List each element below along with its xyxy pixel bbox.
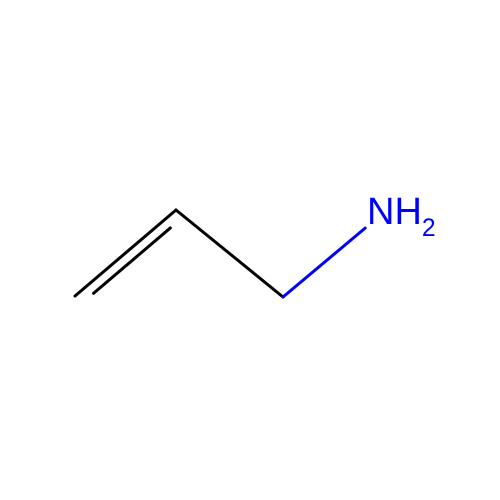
bond-c2-c3 bbox=[176, 210, 283, 297]
atom-label-nh2: NH2 bbox=[367, 193, 436, 238]
bond-c1-c2-b bbox=[94, 228, 171, 293]
atom-label-nh2-main: NH bbox=[367, 191, 422, 233]
bond-layer bbox=[0, 0, 500, 500]
molecule-canvas: NH2 bbox=[0, 0, 500, 500]
bond-c1-c2-a bbox=[75, 210, 176, 296]
bond-c3-n bbox=[283, 228, 365, 297]
atom-label-nh2-sub: 2 bbox=[422, 215, 436, 242]
